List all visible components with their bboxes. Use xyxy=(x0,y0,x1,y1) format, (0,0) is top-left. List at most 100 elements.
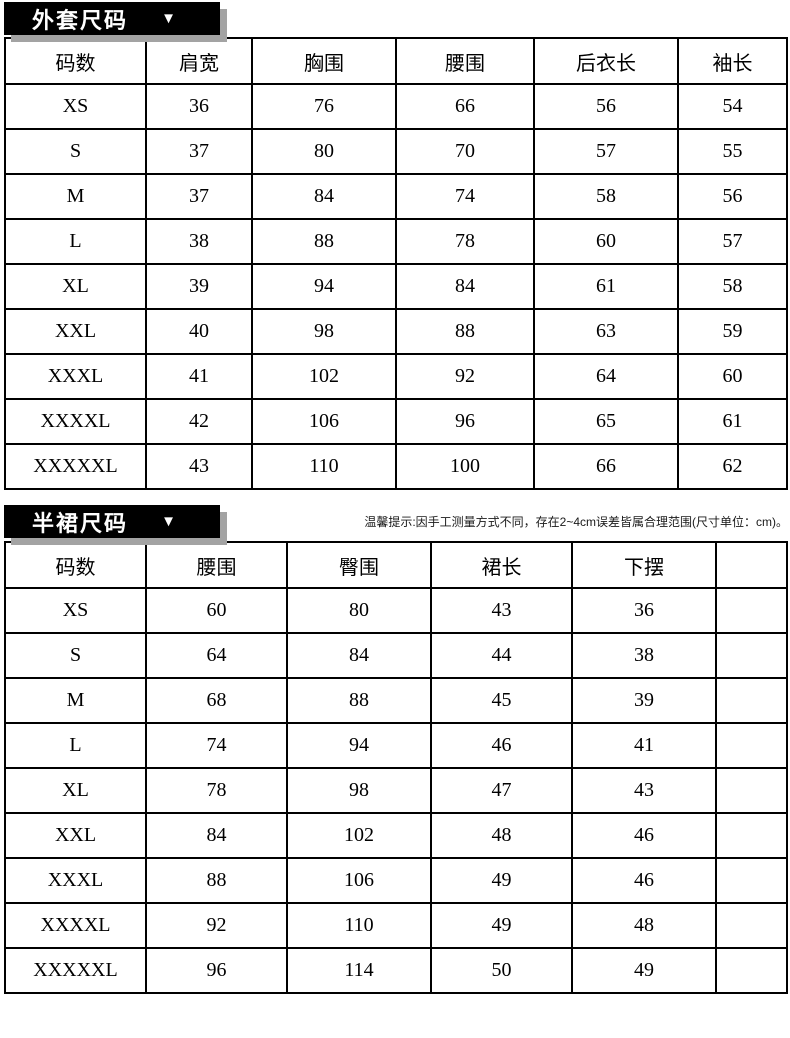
measurement-cell: 60 xyxy=(533,218,679,265)
measurement-cell: 46 xyxy=(430,722,573,769)
measurement-cell: 58 xyxy=(677,263,788,310)
measurement-cell: 55 xyxy=(677,128,788,175)
coat-size-section: 外套尺码 ▼ 码数 肩宽 胸围 腰围 后衣长 袖长 XS 36 76 66 56 54 S 37 80 70 5… xyxy=(4,2,790,490)
measurement-cell: 65 xyxy=(533,398,679,445)
skirt-size-section: 半裙尺码 ▼ 温馨提示:因手工测量方式不同，存在2~4cm误差皆属合理范围(尺寸… xyxy=(4,505,790,994)
measurement-cell: 38 xyxy=(145,218,253,265)
skirt-section-header: 半裙尺码 ▼ 温馨提示:因手工测量方式不同，存在2~4cm误差皆属合理范围(尺寸… xyxy=(4,505,790,538)
skirt-size-table: 码数 腰围 臀围 裙长 下摆 XS 60 80 43 36 S 64 84 44 38 M 68 88 45 39 L 7… xyxy=(4,541,788,994)
measurement-cell: 68 xyxy=(145,677,288,724)
measurement-cell: 88 xyxy=(251,218,397,265)
measurement-cell: 37 xyxy=(145,128,253,175)
column-header: 后衣长 xyxy=(533,37,679,85)
measurement-cell: 41 xyxy=(571,722,717,769)
table-row: XXXXXL 43 110 100 66 62 xyxy=(4,443,788,490)
table-row: XL 78 98 47 43 xyxy=(4,767,788,814)
table-row: M 68 88 45 39 xyxy=(4,677,788,724)
table-row: XL 39 94 84 61 58 xyxy=(4,263,788,310)
measurement-cell xyxy=(715,767,788,814)
measurement-cell: 70 xyxy=(395,128,535,175)
size-label-cell: M xyxy=(4,677,147,724)
table-row: XXXXL 42 106 96 65 61 xyxy=(4,398,788,445)
measurement-note: 温馨提示:因手工测量方式不同，存在2~4cm误差皆属合理范围(尺寸单位：cm)。 xyxy=(364,515,788,529)
measurement-cell: 78 xyxy=(395,218,535,265)
measurement-cell: 46 xyxy=(571,857,717,904)
column-header: 胸围 xyxy=(251,37,397,85)
measurement-cell: 59 xyxy=(677,308,788,355)
table-row: XS 36 76 66 56 54 xyxy=(4,83,788,130)
table-row: L 38 88 78 60 57 xyxy=(4,218,788,265)
coat-size-table: 码数 肩宽 胸围 腰围 后衣长 袖长 XS 36 76 66 56 54 S 37 80 70 57 55 M 37 8… xyxy=(4,37,788,490)
measurement-cell: 46 xyxy=(571,812,717,859)
measurement-cell: 49 xyxy=(430,857,573,904)
measurement-cell xyxy=(715,632,788,679)
measurement-cell: 56 xyxy=(677,173,788,220)
measurement-cell: 63 xyxy=(533,308,679,355)
size-label-cell: XL xyxy=(4,263,147,310)
column-header: 肩宽 xyxy=(145,37,253,85)
header-row: 码数 肩宽 胸围 腰围 后衣长 袖长 xyxy=(4,37,788,85)
measurement-cell: 84 xyxy=(395,263,535,310)
measurement-cell: 54 xyxy=(677,83,788,130)
column-header: 裙长 xyxy=(430,541,573,589)
measurement-cell: 62 xyxy=(677,443,788,490)
measurement-cell: 44 xyxy=(430,632,573,679)
measurement-cell: 43 xyxy=(571,767,717,814)
measurement-cell: 92 xyxy=(145,902,288,949)
measurement-cell: 61 xyxy=(533,263,679,310)
measurement-cell: 43 xyxy=(145,443,253,490)
measurement-cell: 106 xyxy=(286,857,432,904)
measurement-cell: 114 xyxy=(286,947,432,994)
size-label-cell: L xyxy=(4,722,147,769)
measurement-cell: 57 xyxy=(533,128,679,175)
coat-section-title: 外套尺码 xyxy=(32,7,129,33)
measurement-cell xyxy=(715,722,788,769)
measurement-cell xyxy=(715,677,788,724)
table-row: XXXL 88 106 49 46 xyxy=(4,857,788,904)
measurement-cell: 48 xyxy=(571,902,717,949)
size-label-cell: XXXXXL xyxy=(4,947,147,994)
measurement-cell: 39 xyxy=(571,677,717,724)
measurement-cell: 60 xyxy=(145,587,288,634)
measurement-cell: 98 xyxy=(251,308,397,355)
measurement-cell: 66 xyxy=(533,443,679,490)
table-row: XXXXL 92 110 49 48 xyxy=(4,902,788,949)
measurement-cell: 43 xyxy=(430,587,573,634)
caret-down-icon: ▼ xyxy=(161,513,176,530)
column-header: 码数 xyxy=(4,37,147,85)
measurement-cell: 38 xyxy=(571,632,717,679)
table-row: XXL 84 102 48 46 xyxy=(4,812,788,859)
table-row: L 74 94 46 41 xyxy=(4,722,788,769)
measurement-cell: 80 xyxy=(286,587,432,634)
measurement-cell: 42 xyxy=(145,398,253,445)
table-row: XXL 40 98 88 63 59 xyxy=(4,308,788,355)
size-label-cell: S xyxy=(4,632,147,679)
measurement-cell: 41 xyxy=(145,353,253,400)
measurement-cell xyxy=(715,857,788,904)
column-header: 臀围 xyxy=(286,541,432,589)
size-label-cell: XXXXL xyxy=(4,902,147,949)
measurement-cell: 92 xyxy=(395,353,535,400)
measurement-cell: 58 xyxy=(533,173,679,220)
measurement-cell: 56 xyxy=(533,83,679,130)
measurement-cell: 94 xyxy=(251,263,397,310)
measurement-cell: 45 xyxy=(430,677,573,724)
table-row: XS 60 80 43 36 xyxy=(4,587,788,634)
table-row: XXXXXL 96 114 50 49 xyxy=(4,947,788,994)
size-label-cell: XS xyxy=(4,83,147,130)
coat-section-header: 外套尺码 ▼ xyxy=(4,2,790,35)
skirt-section-title: 半裙尺码 xyxy=(32,510,129,536)
column-header: 袖长 xyxy=(677,37,788,85)
size-label-cell: S xyxy=(4,128,147,175)
measurement-cell: 94 xyxy=(286,722,432,769)
coat-size-banner: 外套尺码 ▼ xyxy=(4,2,220,35)
size-label-cell: XXXL xyxy=(4,353,147,400)
measurement-cell: 64 xyxy=(145,632,288,679)
table-row: M 37 84 74 58 56 xyxy=(4,173,788,220)
size-label-cell: XS xyxy=(4,587,147,634)
measurement-cell: 88 xyxy=(395,308,535,355)
header-row: 码数 腰围 臀围 裙长 下摆 xyxy=(4,541,788,589)
size-label-cell: XXL xyxy=(4,308,147,355)
measurement-cell: 37 xyxy=(145,173,253,220)
measurement-cell: 57 xyxy=(677,218,788,265)
